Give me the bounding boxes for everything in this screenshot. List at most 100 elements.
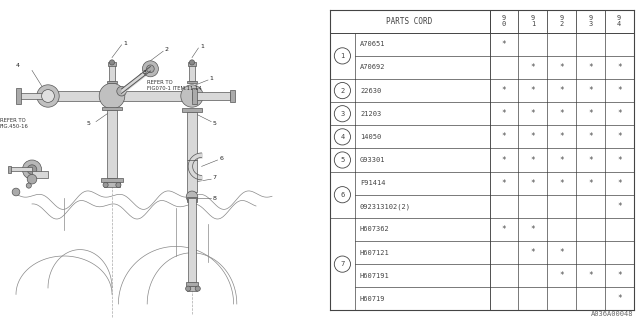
Text: A036A00048: A036A00048 xyxy=(591,311,634,317)
Text: 3: 3 xyxy=(143,69,147,75)
Text: 9
4: 9 4 xyxy=(617,15,621,27)
Text: *: * xyxy=(502,225,506,234)
Bar xyxy=(108,81,117,83)
Text: H60719: H60719 xyxy=(360,296,385,302)
Text: 9
1: 9 1 xyxy=(531,15,535,27)
Text: 1: 1 xyxy=(200,44,204,49)
Circle shape xyxy=(147,65,154,73)
Circle shape xyxy=(27,165,36,174)
Bar xyxy=(188,198,196,282)
Bar xyxy=(182,108,202,112)
Circle shape xyxy=(186,286,191,291)
Text: 4: 4 xyxy=(16,63,20,68)
Bar xyxy=(188,160,197,192)
Bar xyxy=(192,88,197,104)
Text: REFER TO
FIG070-1 ITEM.11.14: REFER TO FIG070-1 ITEM.11.14 xyxy=(147,80,202,91)
Text: REFER TO
FIG.450-16: REFER TO FIG.450-16 xyxy=(0,118,29,129)
Text: *: * xyxy=(531,132,535,141)
Text: H607191: H607191 xyxy=(360,273,390,279)
Text: *: * xyxy=(588,271,593,280)
Circle shape xyxy=(27,174,36,184)
Text: H607121: H607121 xyxy=(360,250,390,256)
Text: *: * xyxy=(617,86,621,95)
Text: 21203: 21203 xyxy=(360,111,381,117)
Text: *: * xyxy=(502,40,506,49)
Circle shape xyxy=(189,60,195,65)
Bar xyxy=(189,65,195,81)
Text: *: * xyxy=(502,156,506,164)
Text: 9
2: 9 2 xyxy=(559,15,564,27)
Text: 5: 5 xyxy=(86,121,90,126)
Text: *: * xyxy=(531,86,535,95)
Text: *: * xyxy=(559,109,564,118)
Text: *: * xyxy=(559,132,564,141)
Bar xyxy=(188,112,197,160)
Circle shape xyxy=(186,191,198,203)
Text: A70692: A70692 xyxy=(360,64,385,70)
Text: *: * xyxy=(531,109,535,118)
Circle shape xyxy=(99,83,125,109)
Circle shape xyxy=(142,61,159,77)
Bar xyxy=(188,197,197,202)
Bar xyxy=(10,167,32,171)
Circle shape xyxy=(181,85,204,107)
Bar xyxy=(109,65,115,81)
Text: *: * xyxy=(588,86,593,95)
Bar xyxy=(112,91,192,101)
Text: *: * xyxy=(617,63,621,72)
Text: 9
0: 9 0 xyxy=(502,15,506,27)
Text: *: * xyxy=(617,202,621,211)
Text: 092313102(2): 092313102(2) xyxy=(360,203,411,210)
Text: 7: 7 xyxy=(212,175,217,180)
Text: 2: 2 xyxy=(340,88,344,93)
Text: *: * xyxy=(617,294,621,303)
Text: *: * xyxy=(617,179,621,188)
Circle shape xyxy=(116,182,121,188)
Text: *: * xyxy=(617,156,621,164)
Bar xyxy=(32,171,48,178)
Bar xyxy=(102,107,122,110)
Text: *: * xyxy=(617,109,621,118)
Circle shape xyxy=(195,286,200,291)
Text: *: * xyxy=(559,248,564,257)
Text: *: * xyxy=(531,156,535,164)
Text: 7: 7 xyxy=(340,261,344,267)
Circle shape xyxy=(42,90,54,102)
Text: 9
3: 9 3 xyxy=(588,15,593,27)
Bar xyxy=(101,178,124,182)
Text: *: * xyxy=(531,179,535,188)
Text: *: * xyxy=(588,63,593,72)
Text: F91414: F91414 xyxy=(360,180,385,186)
Circle shape xyxy=(26,183,31,188)
Text: *: * xyxy=(559,86,564,95)
Bar xyxy=(16,88,20,104)
Circle shape xyxy=(12,188,20,196)
Text: *: * xyxy=(617,132,621,141)
Bar xyxy=(104,182,120,187)
Text: 1: 1 xyxy=(340,53,344,59)
Text: *: * xyxy=(502,132,506,141)
Bar xyxy=(108,110,117,178)
Text: 2: 2 xyxy=(165,47,169,52)
Text: *: * xyxy=(588,156,593,164)
Bar xyxy=(8,166,11,173)
Text: A70651: A70651 xyxy=(360,41,385,47)
Text: 6: 6 xyxy=(219,156,223,161)
Text: *: * xyxy=(531,248,535,257)
Text: *: * xyxy=(502,86,506,95)
Circle shape xyxy=(109,60,115,65)
Bar xyxy=(188,286,197,291)
Text: G93301: G93301 xyxy=(360,157,385,163)
Text: 8: 8 xyxy=(212,196,217,201)
Text: *: * xyxy=(617,271,621,280)
Text: 6: 6 xyxy=(340,192,344,198)
Text: 3: 3 xyxy=(340,111,344,117)
Text: *: * xyxy=(502,109,506,118)
Text: 1: 1 xyxy=(123,41,127,46)
Bar xyxy=(230,90,236,102)
Bar xyxy=(108,62,116,66)
Circle shape xyxy=(117,86,127,96)
Text: *: * xyxy=(588,132,593,141)
Circle shape xyxy=(22,160,42,179)
Text: 5: 5 xyxy=(212,121,217,126)
